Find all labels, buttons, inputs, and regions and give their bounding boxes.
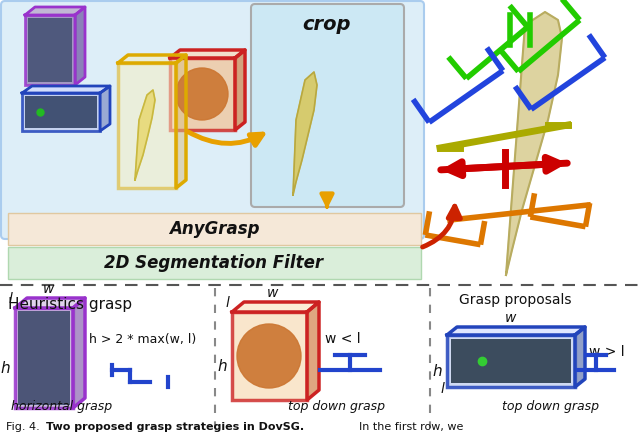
- FancyBboxPatch shape: [251, 4, 404, 207]
- Text: l: l: [225, 296, 229, 310]
- Bar: [118, 63, 176, 188]
- Text: h > 2 * max(w, l): h > 2 * max(w, l): [89, 333, 196, 346]
- Text: h: h: [433, 364, 442, 378]
- Polygon shape: [575, 327, 585, 387]
- Polygon shape: [232, 302, 319, 312]
- Bar: [18, 311, 70, 405]
- Polygon shape: [176, 55, 186, 188]
- Text: w: w: [506, 311, 516, 325]
- Text: h: h: [1, 361, 10, 375]
- Text: w < l: w < l: [325, 332, 360, 346]
- Polygon shape: [22, 86, 110, 93]
- Bar: [447, 335, 575, 387]
- Bar: [170, 58, 235, 130]
- Text: w > l: w > l: [589, 345, 625, 359]
- Text: w: w: [268, 286, 278, 300]
- Bar: [451, 339, 571, 383]
- FancyBboxPatch shape: [1, 1, 424, 239]
- Polygon shape: [15, 298, 85, 308]
- Text: h: h: [218, 358, 227, 374]
- Text: top down grasp: top down grasp: [502, 400, 598, 413]
- Text: Fig. 4.: Fig. 4.: [6, 422, 47, 432]
- Text: crop: crop: [303, 14, 351, 34]
- Bar: [15, 308, 73, 408]
- Polygon shape: [75, 7, 85, 85]
- Polygon shape: [118, 55, 186, 63]
- Bar: [25, 15, 75, 85]
- Text: AnyGrasp: AnyGrasp: [169, 220, 259, 238]
- Polygon shape: [293, 72, 317, 195]
- Polygon shape: [135, 90, 155, 180]
- Text: w: w: [42, 282, 54, 296]
- Bar: [25, 96, 97, 128]
- Text: l: l: [440, 382, 444, 396]
- Text: horizontal grasp: horizontal grasp: [12, 400, 113, 413]
- Circle shape: [237, 324, 301, 388]
- Polygon shape: [447, 327, 585, 335]
- Polygon shape: [235, 50, 245, 130]
- Polygon shape: [506, 12, 562, 275]
- Bar: [8, 213, 421, 245]
- Text: top down grasp: top down grasp: [287, 400, 385, 413]
- Text: In the first row, we: In the first row, we: [352, 422, 463, 432]
- Bar: [28, 18, 72, 82]
- Bar: [22, 93, 100, 131]
- Text: Two proposed grasp strategies in DovSG.: Two proposed grasp strategies in DovSG.: [46, 422, 304, 432]
- Text: Grasp proposals: Grasp proposals: [459, 293, 572, 307]
- Text: 2D Segmentation Filter: 2D Segmentation Filter: [104, 254, 324, 272]
- Polygon shape: [170, 50, 245, 58]
- Polygon shape: [25, 7, 85, 15]
- Circle shape: [176, 68, 228, 120]
- Text: Heuristics grasp: Heuristics grasp: [8, 297, 132, 312]
- Text: l: l: [8, 292, 12, 306]
- Polygon shape: [100, 86, 110, 131]
- Bar: [232, 312, 307, 400]
- Bar: [8, 247, 421, 279]
- Polygon shape: [73, 298, 85, 408]
- Polygon shape: [307, 302, 319, 400]
